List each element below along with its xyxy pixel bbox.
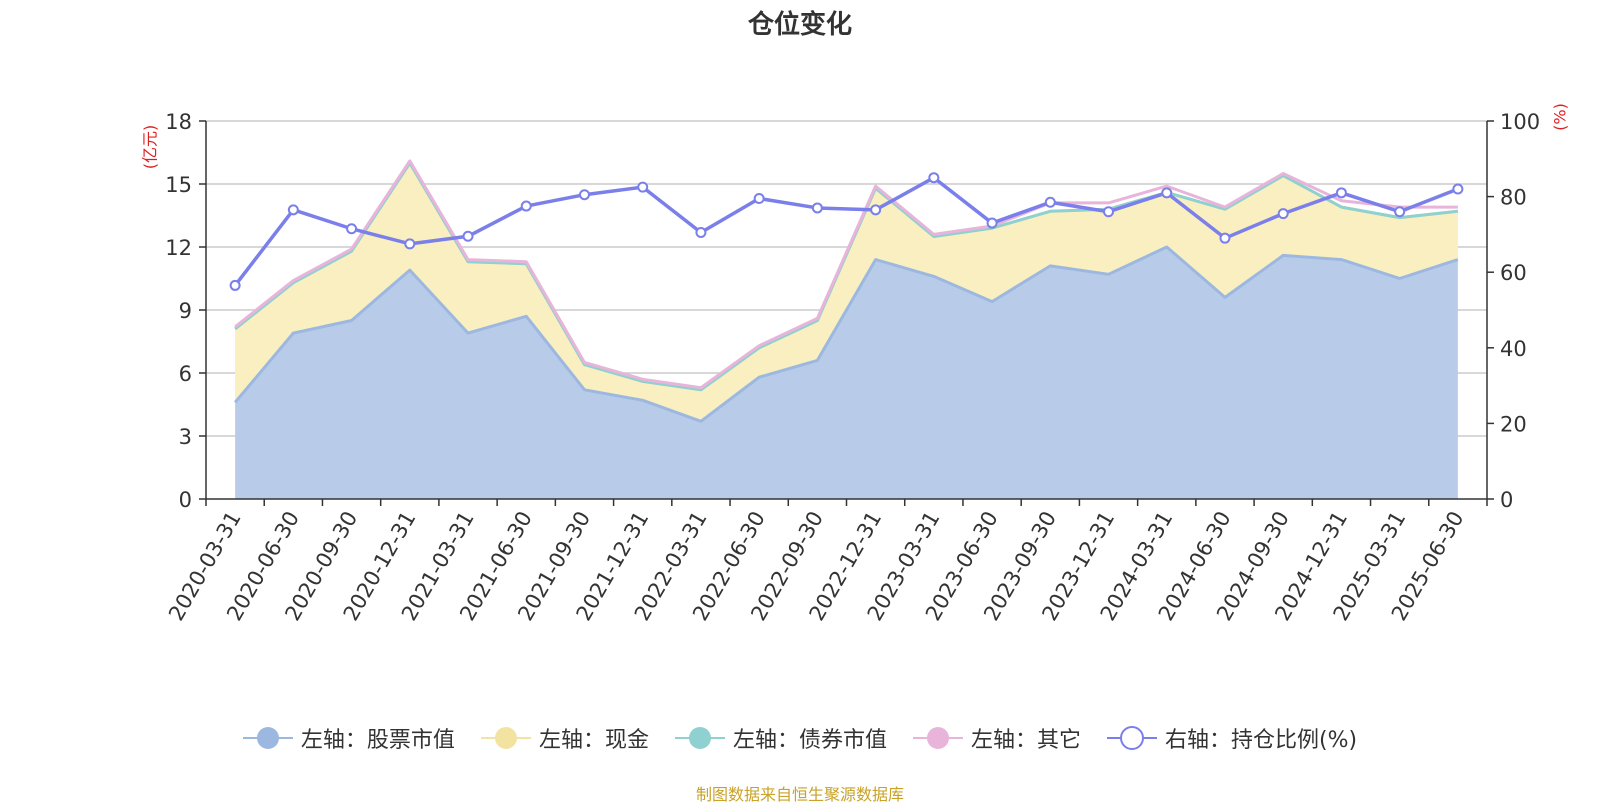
ratio-point <box>1103 206 1115 218</box>
right-tick-label: 80 <box>1500 186 1527 210</box>
right-tick-label: 40 <box>1500 337 1527 361</box>
left-tick-label: 6 <box>179 362 192 386</box>
legend-item[interactable]: 左轴：股票市值 <box>242 722 455 754</box>
ratio-point <box>753 192 765 204</box>
chart-title: 仓位变化 <box>747 10 852 40</box>
area-fill <box>235 163 1458 422</box>
ratio-point <box>695 227 707 239</box>
legend-marker-icon <box>480 727 531 749</box>
legend-marker-icon <box>674 727 725 749</box>
legend-marker-icon <box>1106 726 1157 750</box>
legend-item[interactable]: 左轴：现金 <box>480 722 649 754</box>
legend-item[interactable]: 左轴：其它 <box>912 722 1081 754</box>
legend-label: 左轴：其它 <box>970 728 1081 753</box>
legend-label: 左轴：现金 <box>538 728 649 753</box>
ratio-point <box>1277 208 1289 220</box>
ratio-line <box>233 175 1459 287</box>
chart-canvas: 03691215180204060801002020-03-312020-06-… <box>141 103 1570 625</box>
ratio-point <box>928 172 940 184</box>
ratio-point <box>1394 206 1406 218</box>
ratio-point <box>287 204 299 216</box>
legend-item[interactable]: 右轴：持仓比例(%) <box>1106 722 1358 754</box>
legend-label: 左轴：股票市值 <box>300 728 455 753</box>
ratio-point <box>462 230 474 242</box>
right-tick-label: 100 <box>1500 110 1540 134</box>
ratio-point <box>578 189 590 201</box>
legend-label: 左轴：债券市值 <box>732 728 887 753</box>
ratio-point <box>870 204 882 216</box>
ratio-point <box>637 181 649 193</box>
area-layer <box>235 163 1458 499</box>
legend-marker-icon <box>242 727 293 749</box>
left-tick-label: 18 <box>165 110 192 134</box>
left-tick-label: 0 <box>179 488 192 512</box>
ratio-point <box>1219 232 1231 244</box>
right-tick-label: 0 <box>1500 488 1513 512</box>
ratio-point <box>520 200 532 212</box>
line-layer <box>229 159 1464 423</box>
legend-item[interactable]: 左轴：债券市值 <box>674 722 887 754</box>
source-note: 制图数据来自恒生聚源数据库 <box>695 785 904 804</box>
ratio-point <box>1335 187 1347 199</box>
ratio-point <box>346 223 358 235</box>
left-tick-label: 12 <box>165 236 192 260</box>
ratio-point <box>1452 183 1464 195</box>
ratio-point <box>811 202 823 214</box>
area-fill <box>235 247 1458 499</box>
ratio-point <box>229 279 241 291</box>
area-line <box>234 159 1458 390</box>
ratio-point <box>1161 187 1173 199</box>
legend: 左轴：股票市值 左轴：现金 左轴：债券市值 左轴：其它 右轴：持仓比例(%) <box>0 722 1600 754</box>
area-line <box>233 245 1459 423</box>
left-tick-label: 15 <box>165 173 192 197</box>
legend-label: 右轴：持仓比例(%) <box>1164 728 1358 753</box>
right-axis-unit: (%) <box>1551 103 1570 131</box>
right-tick-label: 20 <box>1500 412 1527 436</box>
legend-marker-icon <box>912 727 963 749</box>
left-tick-label: 9 <box>179 299 192 323</box>
left-axis-unit: (亿元) <box>141 125 160 170</box>
left-tick-label: 3 <box>179 425 192 449</box>
ratio-point <box>1044 196 1056 208</box>
ratio-point <box>986 217 998 229</box>
ratio-point <box>404 238 416 250</box>
right-tick-label: 60 <box>1500 261 1527 285</box>
